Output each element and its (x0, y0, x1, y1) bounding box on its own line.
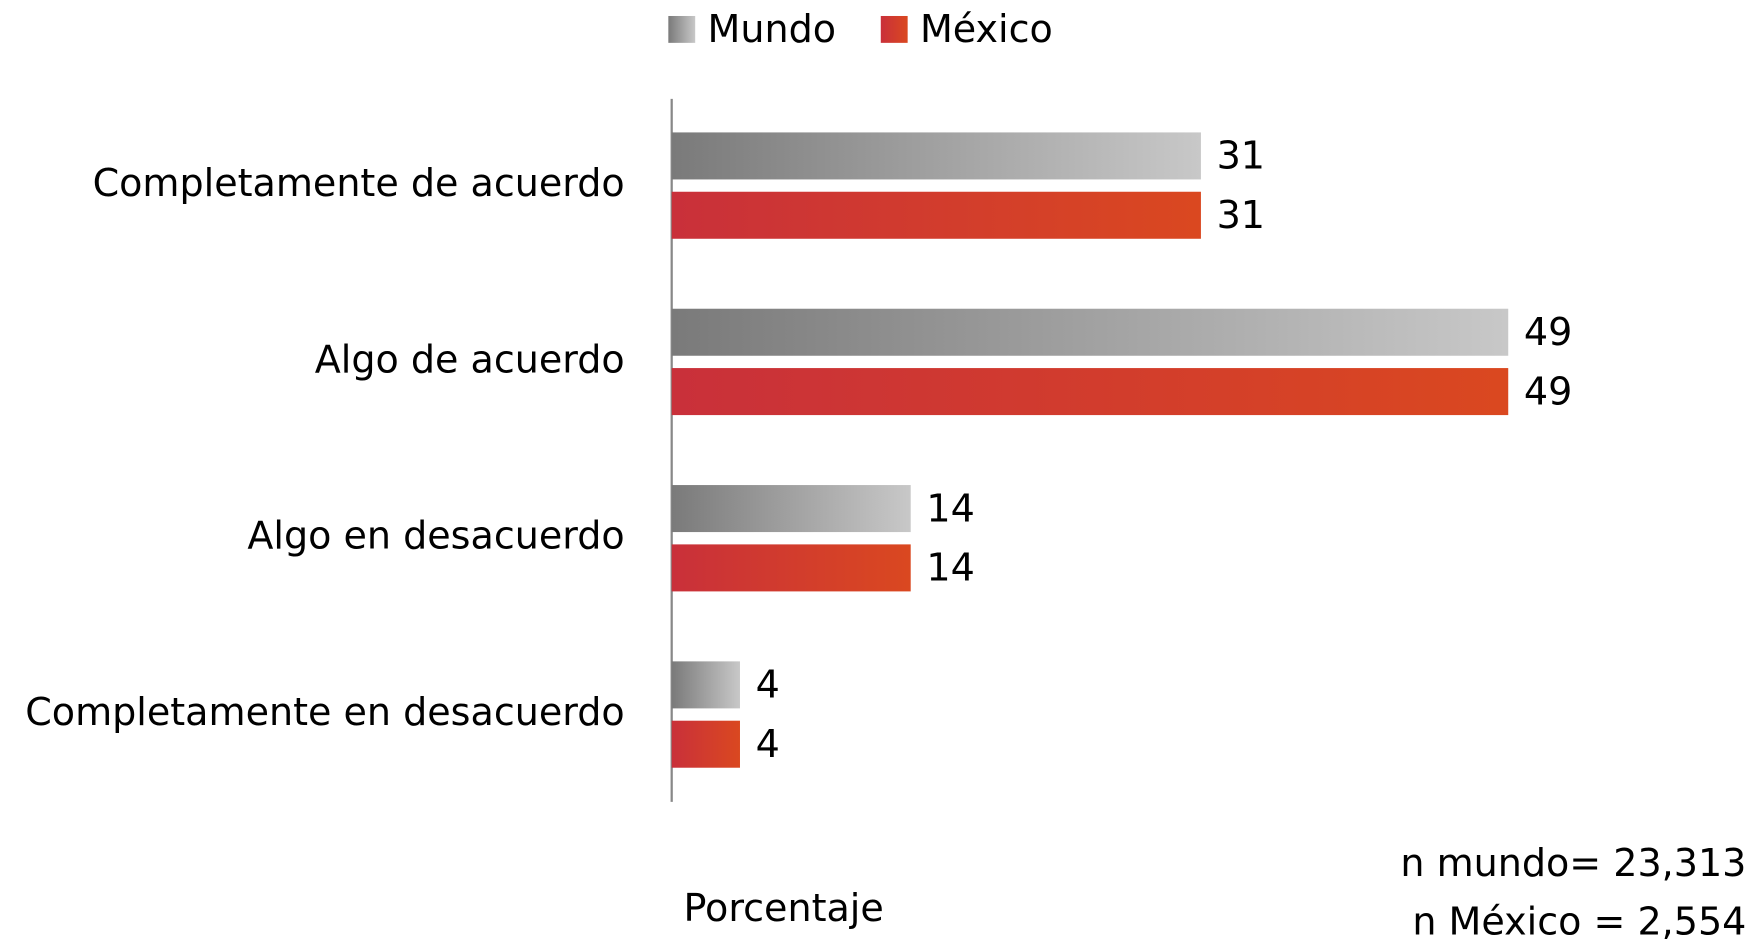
bar (671, 308, 1509, 356)
bar (671, 720, 740, 768)
y-tick-label: Completamente en desacuerdo (25, 690, 624, 734)
bar (671, 368, 1509, 416)
legend-swatch (668, 15, 696, 43)
legend-swatch (880, 15, 908, 43)
note: n México = 2,554 (1412, 899, 1746, 941)
bar (671, 485, 911, 533)
note: n mundo= 23,313 (1400, 841, 1746, 885)
y-tick-label: Algo en desacuerdo (247, 514, 624, 558)
value-label: 49 (1524, 310, 1572, 354)
bar (671, 191, 1201, 239)
value-label: 14 (926, 486, 974, 530)
value-label: 4 (756, 722, 780, 766)
value-label: 31 (1217, 134, 1265, 178)
value-label: 49 (1524, 369, 1572, 413)
legend-label: México (920, 7, 1053, 51)
x-axis-label: Porcentaje (683, 886, 883, 930)
value-label: 14 (926, 546, 974, 590)
bar (671, 132, 1201, 180)
y-tick-label: Completamente de acuerdo (93, 161, 625, 205)
value-label: 31 (1217, 193, 1265, 237)
legend-label: Mundo (708, 7, 836, 51)
bar (671, 544, 911, 592)
value-label: 4 (756, 663, 780, 707)
y-tick-label: Algo de acuerdo (315, 337, 625, 381)
bar (671, 661, 740, 709)
